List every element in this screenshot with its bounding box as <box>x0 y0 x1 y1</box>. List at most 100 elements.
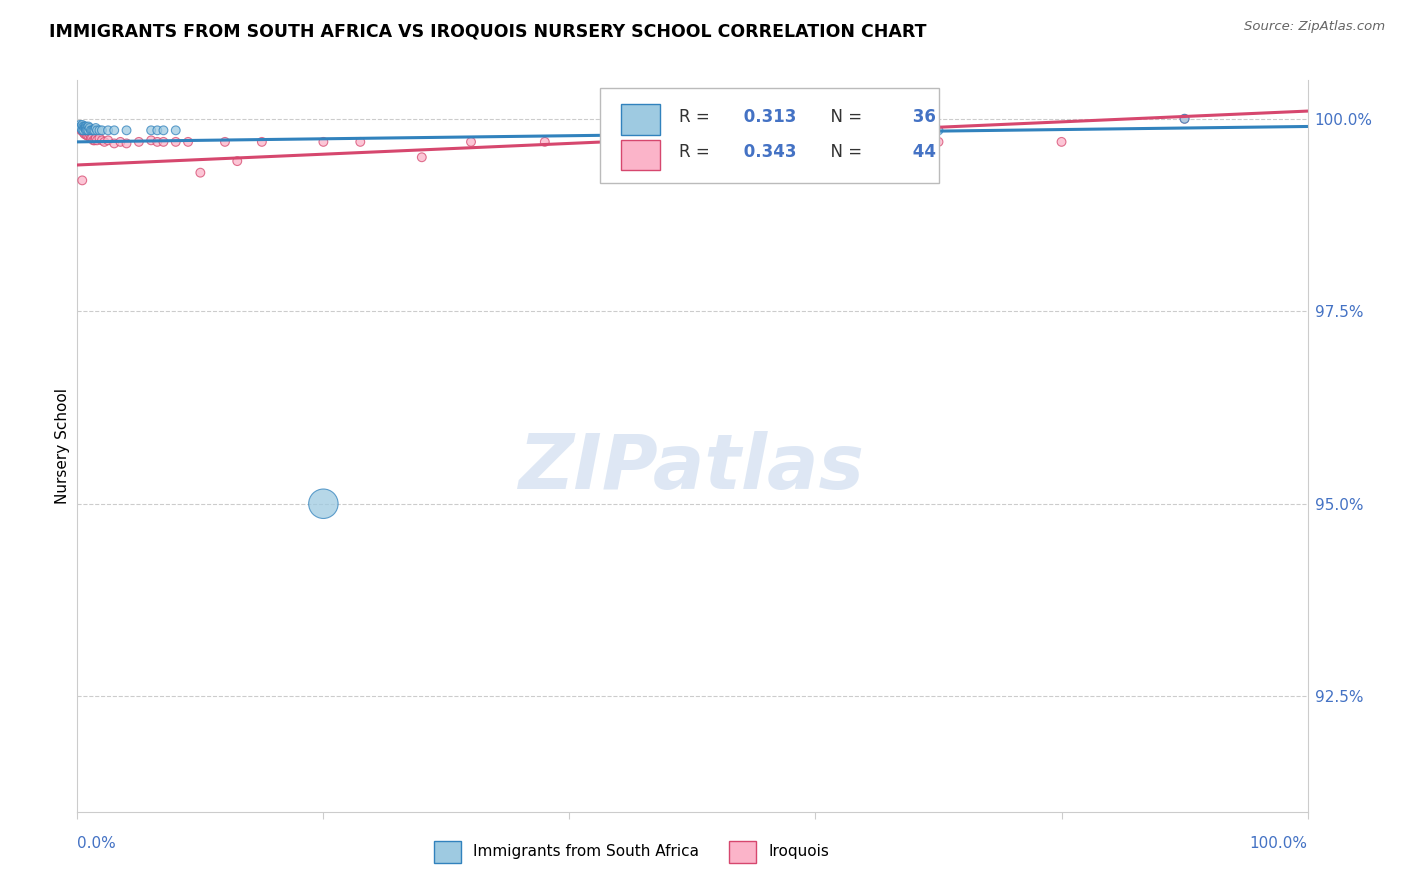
Point <box>928 135 950 149</box>
Point <box>86 133 108 147</box>
Point <box>742 135 765 149</box>
Point <box>73 120 96 134</box>
Point <box>79 121 101 136</box>
Point <box>177 135 200 149</box>
Text: 0.343: 0.343 <box>738 143 796 161</box>
Point <box>79 127 101 141</box>
Point <box>226 154 249 169</box>
Point <box>411 150 433 164</box>
Point <box>89 123 111 137</box>
Point <box>84 131 107 145</box>
Text: Immigrants from South Africa: Immigrants from South Africa <box>474 845 699 860</box>
Point <box>804 135 827 149</box>
Point <box>165 123 187 137</box>
Point <box>73 121 96 136</box>
Point <box>97 133 120 147</box>
FancyBboxPatch shape <box>621 104 661 136</box>
Point <box>103 123 125 137</box>
Point <box>165 135 187 149</box>
Point <box>76 128 98 143</box>
Point <box>70 123 93 137</box>
Point <box>1050 135 1073 149</box>
Point <box>76 123 98 137</box>
Point <box>103 136 125 151</box>
Point <box>1174 112 1197 126</box>
Point <box>141 123 163 137</box>
Point <box>93 135 115 149</box>
Point <box>190 166 212 180</box>
Point <box>1174 112 1197 126</box>
Point <box>70 118 93 132</box>
Point <box>90 123 114 137</box>
Text: R =: R = <box>679 143 714 161</box>
Point <box>77 123 100 137</box>
Point <box>70 120 93 134</box>
Text: 0.0%: 0.0% <box>77 837 117 851</box>
FancyBboxPatch shape <box>730 841 756 863</box>
Point <box>70 123 93 137</box>
Point <box>83 123 105 137</box>
Y-axis label: Nursery School: Nursery School <box>55 388 70 504</box>
Point <box>86 123 108 137</box>
Point <box>90 133 114 147</box>
Text: 0.313: 0.313 <box>738 108 796 126</box>
Point <box>82 131 104 145</box>
Point <box>152 135 174 149</box>
Point <box>349 135 371 149</box>
Point <box>141 133 163 147</box>
Point <box>83 133 105 147</box>
Point <box>70 173 93 187</box>
Text: N =: N = <box>821 108 868 126</box>
Point <box>76 121 98 136</box>
Text: 44: 44 <box>907 143 935 161</box>
Point <box>69 121 91 136</box>
Point <box>77 120 100 134</box>
Point <box>152 123 174 137</box>
Point <box>75 127 97 141</box>
Point <box>72 120 94 134</box>
Point <box>82 123 104 137</box>
Point <box>460 135 482 149</box>
Text: Source: ZipAtlas.com: Source: ZipAtlas.com <box>1244 20 1385 33</box>
Point <box>82 123 104 137</box>
Point <box>70 123 93 137</box>
Point <box>110 135 132 149</box>
Point <box>84 121 107 136</box>
Point <box>146 135 169 149</box>
Point <box>97 123 120 137</box>
Point <box>115 136 138 151</box>
Text: 100.0%: 100.0% <box>1250 837 1308 851</box>
Point <box>214 135 236 149</box>
Point <box>77 128 100 143</box>
Text: Iroquois: Iroquois <box>769 845 830 860</box>
Point <box>75 121 97 136</box>
FancyBboxPatch shape <box>621 139 661 170</box>
Point <box>82 133 104 147</box>
Point <box>250 135 273 149</box>
Text: R =: R = <box>679 108 714 126</box>
Point <box>607 135 630 149</box>
FancyBboxPatch shape <box>434 841 461 863</box>
Point <box>75 123 97 137</box>
Text: N =: N = <box>821 143 868 161</box>
FancyBboxPatch shape <box>600 87 939 183</box>
Point <box>80 123 103 137</box>
Point <box>73 127 96 141</box>
Text: ZIPatlas: ZIPatlas <box>519 431 866 505</box>
Point <box>115 123 138 137</box>
Point <box>534 135 557 149</box>
Point <box>89 131 111 145</box>
Point <box>742 123 765 137</box>
Point <box>312 135 335 149</box>
Point <box>75 120 97 134</box>
Point <box>312 497 335 511</box>
Point <box>72 123 94 137</box>
Text: 36: 36 <box>907 108 935 126</box>
Point <box>128 135 150 149</box>
Point <box>80 131 103 145</box>
Text: IMMIGRANTS FROM SOUTH AFRICA VS IROQUOIS NURSERY SCHOOL CORRELATION CHART: IMMIGRANTS FROM SOUTH AFRICA VS IROQUOIS… <box>49 22 927 40</box>
Point <box>146 123 169 137</box>
Point <box>72 126 94 140</box>
Point <box>69 118 91 132</box>
Point <box>928 123 950 137</box>
